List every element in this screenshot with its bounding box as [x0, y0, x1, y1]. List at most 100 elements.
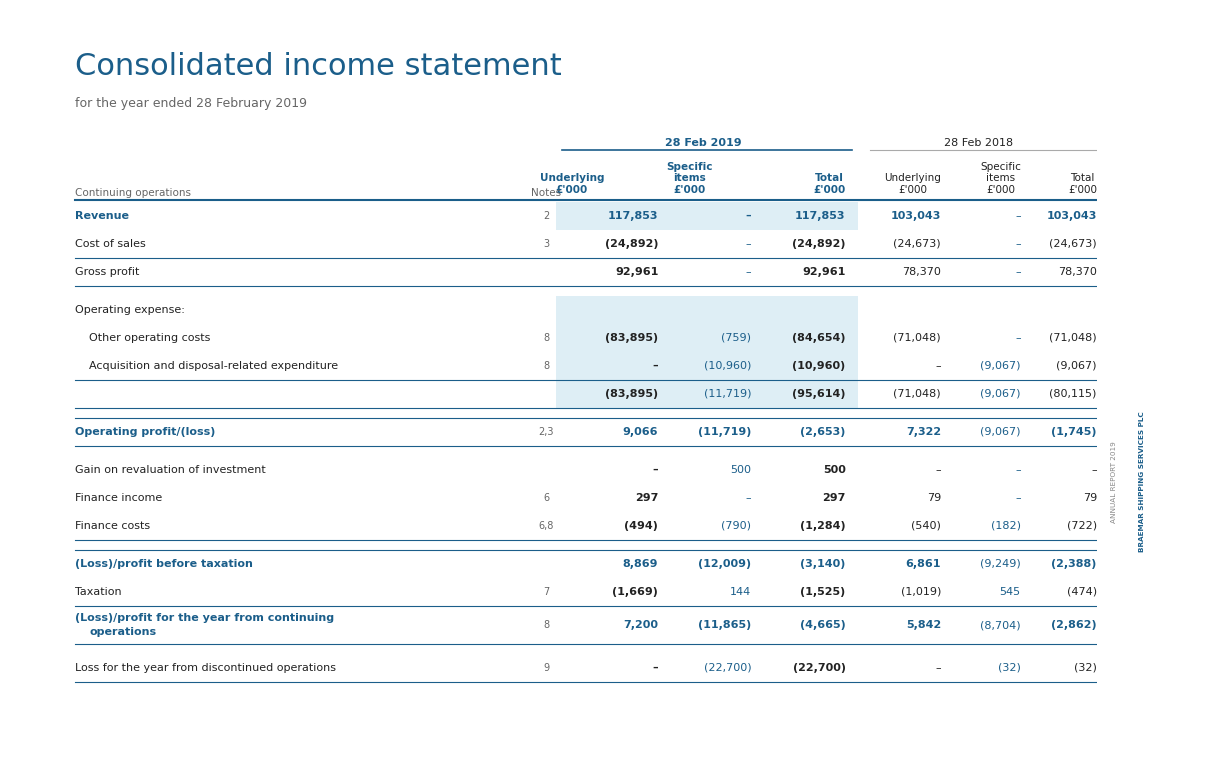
Bar: [556, 202, 858, 230]
Text: Loss for the year from discontinued operations: Loss for the year from discontinued oper…: [75, 663, 336, 673]
Text: 144: 144: [730, 587, 751, 597]
Text: 500: 500: [731, 465, 751, 475]
Text: 8: 8: [542, 620, 550, 630]
Text: –: –: [652, 663, 658, 673]
Text: 79: 79: [1082, 493, 1097, 503]
Text: 78,370: 78,370: [1058, 267, 1097, 277]
Text: (84,654): (84,654): [792, 333, 846, 343]
Text: Gain on revaluation of investment: Gain on revaluation of investment: [75, 465, 266, 475]
Text: (790): (790): [721, 521, 751, 531]
Text: (474): (474): [1067, 587, 1097, 597]
Text: –: –: [935, 663, 941, 673]
Text: (71,048): (71,048): [894, 389, 941, 399]
Text: 79: 79: [927, 493, 941, 503]
Text: –: –: [1015, 239, 1021, 249]
Text: 6,861: 6,861: [906, 559, 941, 569]
Text: 5,842: 5,842: [906, 620, 941, 630]
Text: (11,719): (11,719): [704, 389, 751, 399]
Bar: [556, 296, 858, 324]
Text: –: –: [652, 361, 658, 371]
Text: Notes: Notes: [532, 188, 561, 198]
Text: –: –: [1091, 465, 1097, 475]
Text: 92,961: 92,961: [615, 267, 658, 277]
Text: 7: 7: [542, 587, 550, 597]
Text: for the year ended 28 February 2019: for the year ended 28 February 2019: [75, 97, 307, 110]
Text: –: –: [1015, 333, 1021, 343]
Text: (2,862): (2,862): [1051, 620, 1097, 630]
Text: (Loss)/profit for the year from continuing: (Loss)/profit for the year from continui…: [75, 613, 335, 623]
Text: (12,009): (12,009): [698, 559, 751, 569]
Text: (95,614): (95,614): [792, 389, 846, 399]
Text: (10,960): (10,960): [704, 361, 751, 371]
Text: (1,669): (1,669): [612, 587, 658, 597]
Text: (80,115): (80,115): [1050, 389, 1097, 399]
Text: Specific
items
£'000: Specific items £'000: [980, 162, 1021, 195]
Text: Total
£'000: Total £'000: [813, 173, 846, 195]
Text: (83,895): (83,895): [605, 389, 658, 399]
Text: (9,067): (9,067): [1056, 361, 1097, 371]
Bar: [556, 380, 858, 408]
Text: 117,853: 117,853: [795, 211, 846, 221]
Text: ANNUAL REPORT 2019: ANNUAL REPORT 2019: [1111, 441, 1117, 523]
Text: –: –: [935, 361, 941, 371]
Text: (22,700): (22,700): [792, 663, 846, 673]
Text: –: –: [1015, 465, 1021, 475]
Text: (4,665): (4,665): [800, 620, 846, 630]
Text: (2,653): (2,653): [800, 427, 846, 437]
Text: Cost of sales: Cost of sales: [75, 239, 146, 249]
Text: –: –: [745, 239, 751, 249]
Text: Finance income: Finance income: [75, 493, 162, 503]
Text: 7,200: 7,200: [623, 620, 658, 630]
Text: (1,284): (1,284): [800, 521, 846, 531]
Text: (8,704): (8,704): [980, 620, 1021, 630]
Text: Operating expense:: Operating expense:: [75, 305, 185, 315]
Text: 500: 500: [823, 465, 846, 475]
Bar: [556, 324, 858, 352]
Text: –: –: [745, 493, 751, 503]
Text: (24,892): (24,892): [792, 239, 846, 249]
Text: 8: 8: [542, 361, 550, 371]
Text: Finance costs: Finance costs: [75, 521, 150, 531]
Text: 3: 3: [542, 239, 550, 249]
Text: (9,067): (9,067): [980, 389, 1021, 399]
Text: 8: 8: [542, 333, 550, 343]
Text: 103,043: 103,043: [1046, 211, 1097, 221]
Text: (722): (722): [1067, 521, 1097, 531]
Text: –: –: [745, 267, 751, 277]
Text: –: –: [745, 211, 751, 221]
Text: Gross profit: Gross profit: [75, 267, 139, 277]
Text: (1,019): (1,019): [901, 587, 941, 597]
Text: 6: 6: [542, 493, 550, 503]
Text: 28 Feb 2019: 28 Feb 2019: [666, 138, 742, 148]
Text: Operating profit/(loss): Operating profit/(loss): [75, 427, 215, 437]
Text: (22,700): (22,700): [704, 663, 751, 673]
Text: 6,8: 6,8: [539, 521, 553, 531]
Text: (1,745): (1,745): [1051, 427, 1097, 437]
Text: 9,066: 9,066: [623, 427, 658, 437]
Text: (10,960): (10,960): [792, 361, 846, 371]
Text: Other operating costs: Other operating costs: [89, 333, 210, 343]
Text: 545: 545: [1000, 587, 1021, 597]
Text: 65: 65: [1109, 40, 1134, 58]
Text: 8,869: 8,869: [623, 559, 658, 569]
Text: 117,853: 117,853: [608, 211, 658, 221]
Text: (32): (32): [998, 663, 1021, 673]
Text: BRAEMAR SHIPPING SERVICES PLC: BRAEMAR SHIPPING SERVICES PLC: [1139, 412, 1145, 552]
Text: Underlying
£'000: Underlying £'000: [540, 173, 604, 195]
Text: (9,249): (9,249): [980, 559, 1021, 569]
Text: 92,961: 92,961: [802, 267, 846, 277]
Text: (71,048): (71,048): [894, 333, 941, 343]
Text: (3,140): (3,140): [800, 559, 846, 569]
Text: Underlying
£'000: Underlying £'000: [884, 173, 941, 195]
Text: 7,322: 7,322: [906, 427, 941, 437]
Text: 103,043: 103,043: [890, 211, 941, 221]
Text: (1,525): (1,525): [801, 587, 846, 597]
Text: Taxation: Taxation: [75, 587, 122, 597]
Text: Specific
items
£'000: Specific items £'000: [667, 162, 713, 195]
Text: 297: 297: [635, 493, 658, 503]
Text: –: –: [1015, 493, 1021, 503]
Text: Total
£'000: Total £'000: [1068, 173, 1097, 195]
Text: (2,388): (2,388): [1051, 559, 1097, 569]
Text: (Loss)/profit before taxation: (Loss)/profit before taxation: [75, 559, 252, 569]
Text: (32): (32): [1074, 663, 1097, 673]
